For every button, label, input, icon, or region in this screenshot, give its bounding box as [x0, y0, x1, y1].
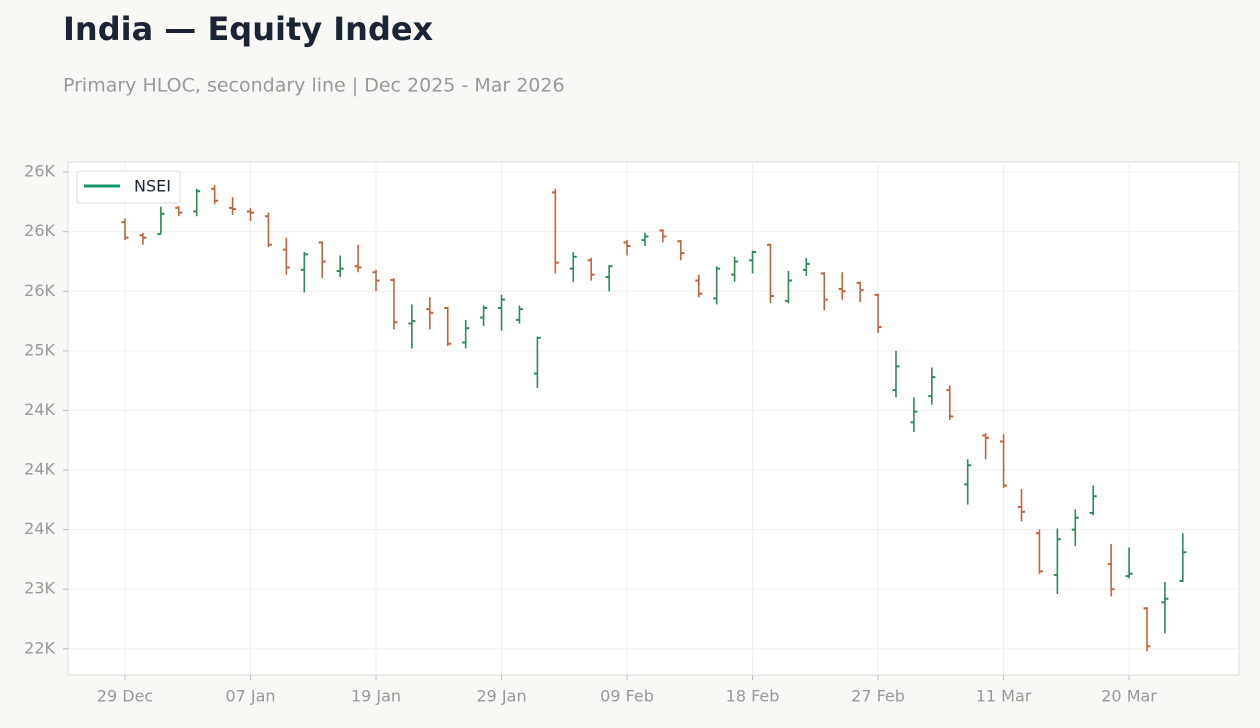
y-tick-label: 24K	[24, 400, 55, 419]
x-tick-label: 20 Mar	[1101, 687, 1157, 706]
x-tick-label: 18 Feb	[726, 687, 780, 706]
plot-area	[67, 161, 1240, 676]
chart-subtitle: Primary HLOC, secondary line | Dec 2025 …	[63, 75, 565, 97]
y-tick-label: 22K	[24, 638, 55, 657]
y-tick-label: 26K	[24, 162, 55, 181]
x-tick-label: 11 Mar	[976, 687, 1032, 706]
x-tick-label: 29 Jan	[476, 687, 526, 706]
x-tick-label: 09 Feb	[600, 687, 654, 706]
y-tick-label: 26K	[24, 221, 55, 240]
y-tick-label: 26K	[24, 281, 55, 300]
y-tick-label: 24K	[24, 460, 55, 479]
chart-title: India — Equity Index	[63, 10, 434, 48]
x-tick-label: 19 Jan	[351, 687, 401, 706]
x-tick-label: 29 Dec	[97, 687, 153, 706]
x-tick-label: 07 Jan	[225, 687, 275, 706]
y-tick-label: 25K	[24, 340, 55, 359]
x-tick-label: 27 Feb	[851, 687, 905, 706]
y-tick-label: 23K	[24, 579, 55, 598]
legend-box	[76, 170, 181, 204]
y-tick-label: 24K	[24, 519, 55, 538]
legend-label: NSEI	[134, 177, 171, 196]
